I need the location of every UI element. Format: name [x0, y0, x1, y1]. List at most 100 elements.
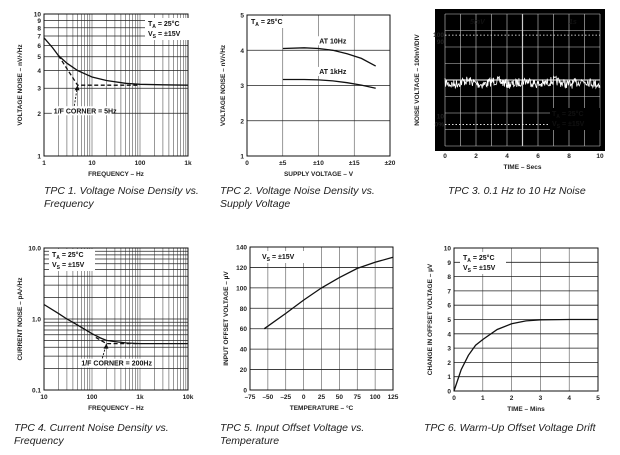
legend-text: TA = 25°C: [52, 251, 84, 261]
x-tick-label: 0: [452, 395, 456, 402]
legend-text: VS = ±15V: [552, 121, 585, 130]
x-tick-label: 100: [135, 160, 146, 167]
plot-frame: [249, 246, 394, 391]
x-tick-label: 8: [567, 153, 571, 160]
legend-text: TA = 25°C: [463, 254, 495, 264]
x-tick-label: 10: [88, 160, 96, 167]
series-drift: [453, 318, 598, 392]
y-tick-label: 1: [240, 154, 244, 161]
y-axis-label: VOLTAGE NOISE – nV/√Hz: [219, 44, 227, 126]
x-tick-label: 0: [302, 394, 306, 401]
y-tick-label: 4: [37, 68, 41, 75]
y-tick-label: 8: [37, 25, 41, 32]
x-tick-label: 125: [388, 394, 399, 401]
legend-box: [460, 252, 506, 274]
x-tick-label: 1k: [136, 394, 144, 401]
y-tick-label: 3: [37, 86, 41, 93]
y-tick-label: 9: [37, 18, 41, 25]
annotation-arrow: [73, 85, 78, 110]
x-axis-label: TEMPERATURE – °C: [290, 404, 354, 412]
series-label: AT 1kHz: [319, 69, 347, 76]
y-axis-label: CHANGE IN OFFSET VOLTAGE – µV: [427, 263, 434, 375]
x-tick-label: 100: [87, 394, 98, 401]
x-tick-label: ±15: [349, 160, 360, 167]
x-tick-label: 5: [596, 395, 600, 402]
y-tick-label: 8: [447, 274, 451, 281]
legend-box: [145, 18, 191, 40]
legend-text: TA = 25°C: [148, 20, 180, 30]
y-tick-label: 6: [37, 43, 41, 50]
legend-text: VS = ±15V: [463, 265, 496, 274]
x-tick-label: 10: [596, 153, 604, 160]
y-tick-label: 2: [240, 118, 244, 125]
series-label-bg: [316, 66, 351, 76]
legend-text: TA = 25°C: [251, 18, 283, 28]
x-tick-label: 3: [539, 395, 543, 402]
y-tick-label: 20: [240, 367, 248, 374]
y-tick-label: 4: [447, 331, 451, 338]
y-tick-label: 140: [236, 245, 247, 252]
scope-0-label: 0%: [435, 122, 445, 129]
x-tick-label: 10k: [183, 394, 194, 401]
annotation-text: 1/F CORNER = 5Hz: [54, 108, 117, 115]
x-tick-label: ±20: [385, 160, 396, 167]
y-tick-label: 3: [447, 346, 451, 353]
x-tick-label: 0: [245, 160, 249, 167]
chart-tpc6: TA = 25°CVS = ±15V 0 1 2 3 4 5 0 1 2 3 4 5 6 7 8 9 10 TIME…: [427, 246, 600, 414]
x-tick-label: –75: [245, 394, 256, 401]
legend-text: TA = 25°C: [552, 110, 584, 120]
y-tick-label: 1: [37, 154, 41, 161]
y-tick-label: 2: [447, 360, 451, 367]
y-tick-label: 7: [37, 33, 41, 40]
x-tick-label: 2: [474, 153, 478, 160]
x-tick-label: ±5: [279, 160, 287, 167]
legend-box: [259, 251, 305, 263]
y-tick-label: 6: [447, 303, 451, 310]
y-axis-label: INPUT OFFSET VOLTAGE – µV: [223, 271, 230, 366]
y-tick-label: 5: [447, 317, 451, 324]
y-tick-label: 1.0: [32, 317, 41, 324]
y-axis-label: VOLTAGE NOISE – nV/√Hz: [16, 44, 24, 126]
caption-tpc4: TPC 4. Current Noise Density vs. Frequen…: [14, 422, 169, 447]
annotation-bg: [79, 358, 150, 368]
y-tick-label: 7: [447, 288, 451, 295]
chart-tpc4: TA = 25°CVS = ±15V 1/F CORNER = 200Hz 10 10…: [16, 246, 194, 413]
x-tick-label: ±10: [313, 160, 324, 167]
x-tick-label: 75: [354, 394, 362, 401]
y-tick-label: 0: [447, 389, 451, 396]
x-tick-label: 1: [42, 160, 46, 167]
x-tick-label: 10: [40, 394, 48, 401]
legend-text: VS = ±15V: [52, 262, 85, 271]
y-tick-label: 3: [240, 83, 244, 90]
caption-tpc1: TPC 1. Voltage Noise Density vs. Frequen…: [44, 185, 199, 210]
y-tick-label: 10: [34, 12, 42, 19]
y-tick-label: 80: [240, 306, 248, 313]
x-tick-label: 6: [536, 153, 540, 160]
caption-tpc2: TPC 2. Voltage Noise Density vs. Supply …: [220, 185, 375, 210]
y-tick-label: 10: [444, 246, 452, 253]
y-tick-label: 4: [240, 48, 244, 55]
series-noise: [43, 303, 188, 345]
series-label-bg: [316, 36, 351, 46]
x-tick-label: 4: [567, 395, 571, 402]
series-at-1khz: [282, 78, 376, 89]
x-tick-label: –50: [262, 394, 273, 401]
y-tick-label: 60: [240, 326, 248, 333]
chart-tpc2: AT 10Hz AT 1kHz TA = 25°C 0 ±5 ±10 ±15 ±20 1 2 3 4 5…: [219, 13, 396, 179]
y-tick-label: 5: [37, 54, 41, 61]
legend-box: [550, 108, 600, 130]
y-tick-label: 40: [240, 347, 248, 354]
annotation-bg: [51, 106, 112, 116]
x-axis-label: SUPPLY VOLTAGE – V: [284, 171, 354, 178]
x-axis-label: FREQUENCY – Hz: [88, 171, 145, 178]
x-axis-label: TIME – Mins: [507, 406, 545, 413]
x-axis-label: TIME – Secs: [504, 164, 542, 171]
legend-box: [248, 16, 294, 28]
x-tick-label: 50: [336, 394, 344, 401]
scope-10-label: 10: [437, 113, 445, 120]
x-tick-label: –25: [280, 394, 291, 401]
y-tick-label: 120: [236, 265, 247, 272]
x-tick-label: 0: [443, 153, 447, 160]
